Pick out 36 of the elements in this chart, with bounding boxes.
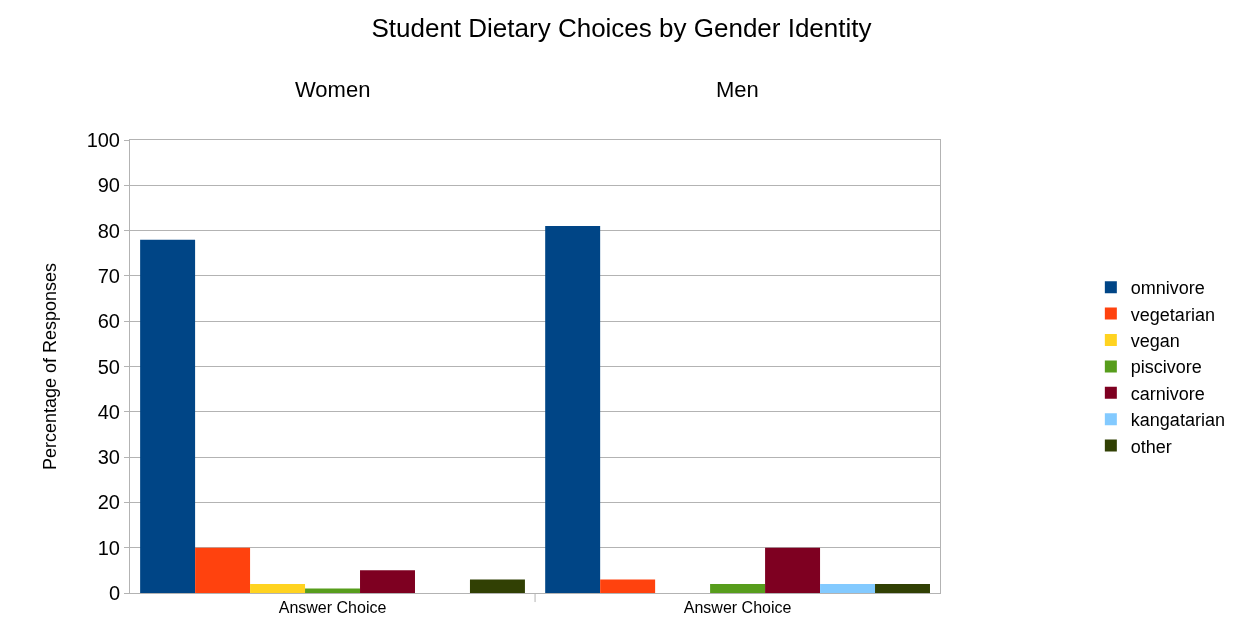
y-tick-label: 20: [97, 491, 120, 514]
bar: [140, 239, 196, 593]
y-tick-label: 40: [97, 400, 120, 423]
y-tick-label: 70: [97, 264, 120, 287]
y-tick-label: 10: [97, 536, 120, 559]
bar: [710, 583, 766, 593]
bar: [875, 583, 930, 593]
bar: [360, 570, 415, 593]
bar: [600, 579, 656, 593]
chart-title: Student Dietary Choices by Gender Identity: [371, 13, 872, 44]
y-tick-label: 50: [97, 355, 120, 378]
legend-label: vegan: [1130, 331, 1180, 352]
bar: [545, 226, 601, 593]
y-tick-label: 60: [97, 310, 120, 333]
bar: [820, 583, 876, 593]
x-tick-label: Answer Choice: [278, 599, 387, 617]
y-tick-label: 100: [86, 129, 120, 151]
x-tick-label: Answer Choice: [683, 599, 792, 617]
text: Women: [295, 77, 371, 102]
legend-label: carnivore: [1130, 383, 1205, 404]
bar: [469, 579, 525, 593]
bar: [305, 588, 361, 593]
y-tick-label: 90: [97, 174, 120, 197]
legend-label: vegetarian: [1130, 304, 1215, 325]
text: Men: [716, 77, 759, 102]
bar: [765, 547, 821, 593]
legend-label: kangatarian: [1130, 410, 1225, 431]
bar: [195, 547, 251, 593]
legend-label: omnivore: [1130, 278, 1205, 299]
y-axis-title: Percentage of Responses: [39, 262, 60, 471]
y-tick-label: 0: [108, 582, 120, 604]
legend-label: other: [1130, 436, 1172, 457]
y-tick-label: 30: [97, 446, 120, 469]
legend-label: piscivore: [1130, 357, 1202, 378]
bar: [250, 583, 306, 593]
y-tick-label: 80: [97, 219, 120, 242]
